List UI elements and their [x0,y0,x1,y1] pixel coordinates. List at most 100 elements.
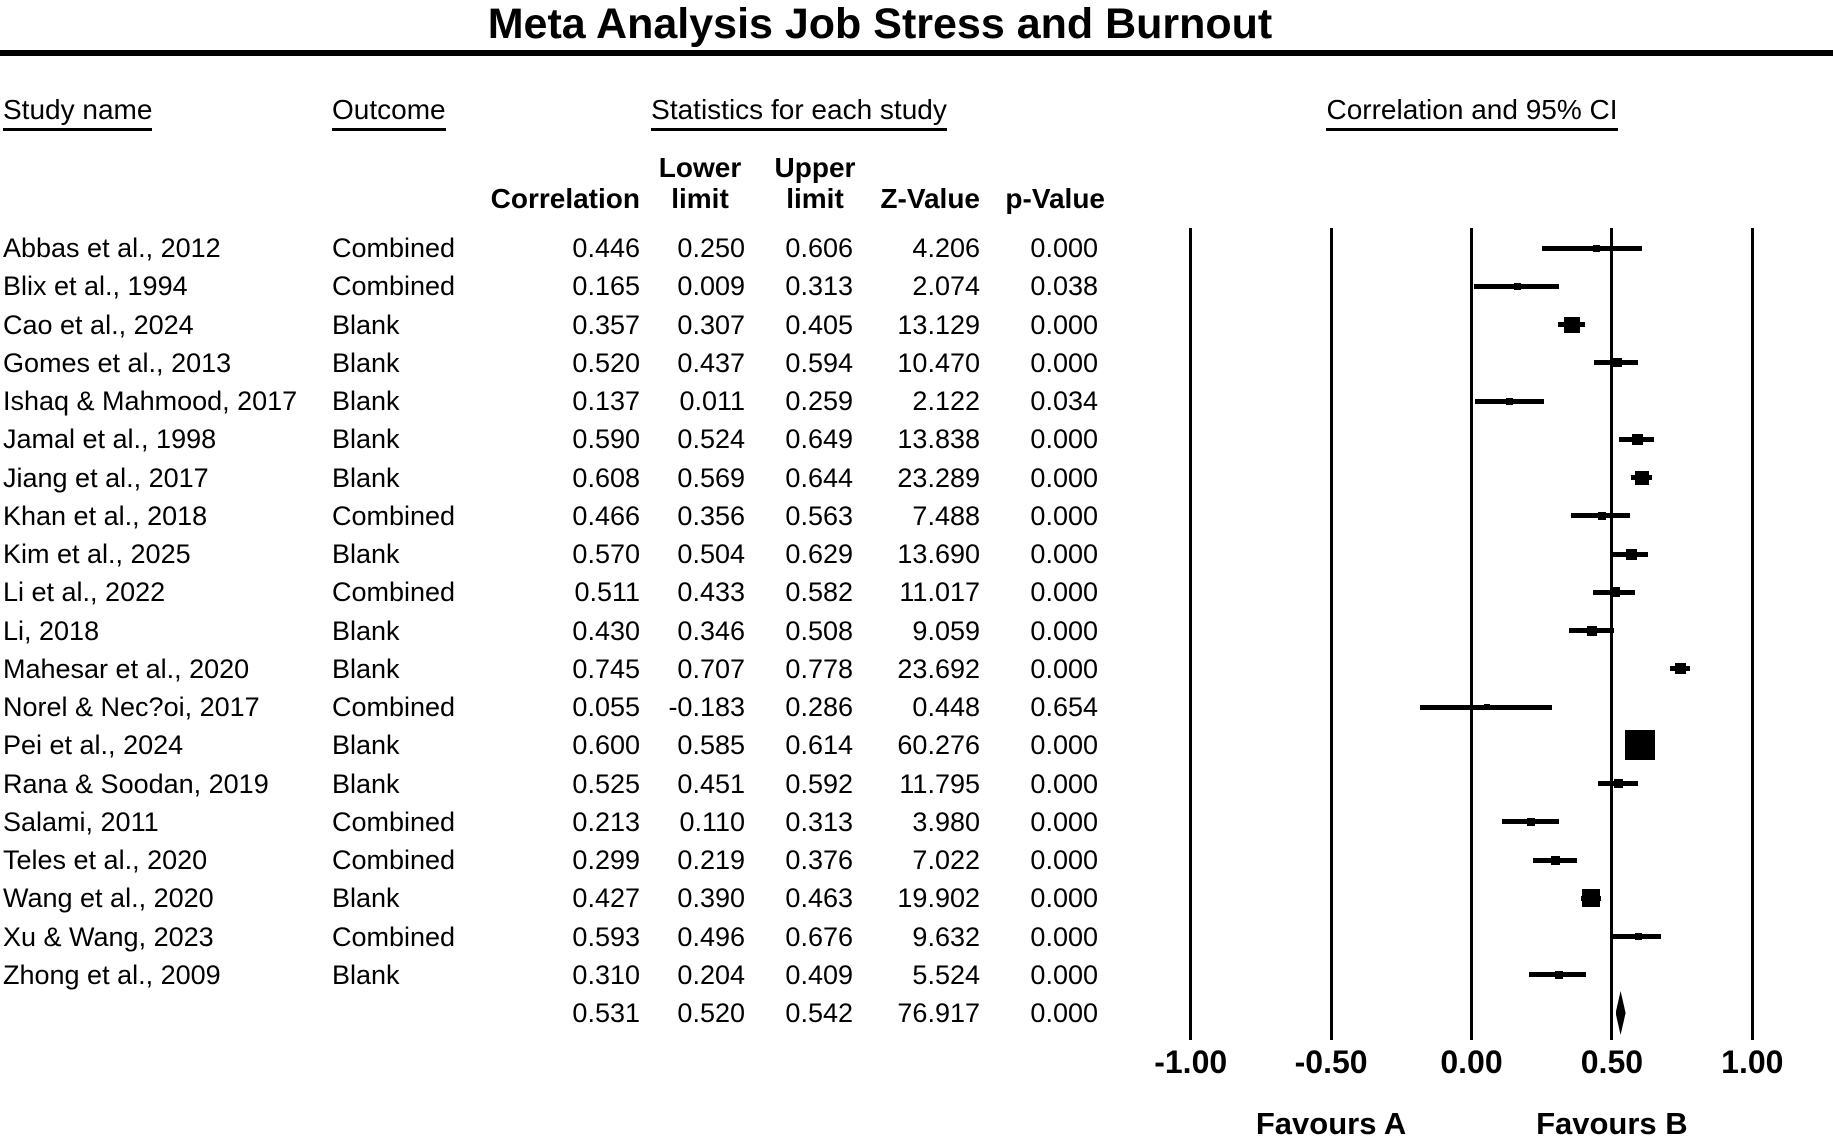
effect-square [1675,663,1687,675]
column-header-correlation-ci: Correlation and 95% CI [1222,94,1722,131]
p-value-cell: 0.000 [1030,462,1098,493]
outcome-cell: Combined [332,921,456,952]
correlation-cell: 0.590 [572,424,640,455]
lower-limit-cell: 0.009 [677,271,745,302]
p-value-cell: 0.000 [1030,577,1098,608]
outcome-cell: Blank [332,539,400,569]
column-header-study-name: Study name [3,94,153,131]
correlation-cell: 0.511 [574,577,640,608]
correlation-cell: 0.593 [572,921,640,952]
lower-limit-cell: 0.707 [677,653,745,684]
z-value-cell: 2.122 [912,386,980,416]
study-name-cell: Blix et al., 1994 [3,271,188,302]
z-value-cell: 9.059 [912,615,980,646]
study-name-cell: Abbas et al., 2012 [3,233,221,263]
correlation-cell: 0.310 [572,959,640,990]
ci-line [1541,245,1642,251]
correlation-cell: 0.427 [572,883,640,914]
z-value-cell: 3.980 [912,806,980,837]
lower-limit-cell: 0.307 [677,309,745,340]
page-title: Meta Analysis Job Stress and Burnout [487,0,1273,48]
p-value-cell: 0.000 [1030,539,1098,569]
subheader-lower: Lower [658,152,742,183]
study-name-cell: Wang et al., 2020 [3,883,214,914]
summary-diamond [1615,991,1626,1035]
correlation-cell: 0.137 [572,386,640,416]
p-value-cell: 0.000 [1030,500,1098,531]
study-name-cell: Xu & Wang, 2023 [3,921,214,952]
correlation-cell: 0.745 [572,653,640,684]
p-value-cell: 0.000 [1030,730,1098,761]
z-value-cell: 9.632 [912,921,980,952]
outcome-cell: Blank [332,653,400,684]
lower-limit-cell: 0.504 [677,539,745,569]
effect-square [1582,889,1601,908]
upper-limit-cell: 0.508 [785,615,853,646]
subheader-p-value: p-Value [1005,183,1105,214]
study-name-cell: Teles et al., 2020 [3,845,208,875]
upper-limit-cell: 0.629 [785,539,853,569]
effect-square [1613,358,1623,368]
lower-limit-cell: 0.204 [677,959,745,990]
upper-limit-cell: 0.676 [785,921,853,952]
z-value-cell: 2.074 [912,271,980,302]
z-value-cell: 10.470 [897,347,980,378]
outcome-cell: Combined [332,233,456,263]
z-value-cell: 5.524 [912,959,980,990]
p-value-cell: 0.000 [1030,845,1098,875]
favours-a-label: Favours A [1255,1106,1407,1137]
lower-limit-cell: 0.110 [679,806,745,837]
subheader-upper-limit: limit [786,183,844,214]
lower-limit-cell: 0.433 [677,577,745,608]
upper-limit-cell: 0.409 [785,959,853,990]
outcome-cell: Blank [332,347,400,378]
correlation-cell: 0.213 [572,806,640,837]
outcome-cell: Combined [332,577,456,608]
lower-limit-cell: 0.250 [677,233,745,263]
lower-limit-cell: 0.346 [677,615,745,646]
z-value-cell: 4.206 [912,233,980,263]
study-name-cell: Pei et al., 2024 [3,730,184,761]
study-name-cell: Gomes et al., 2013 [3,347,232,378]
overall-correlation-cell: 0.531 [572,998,640,1028]
study-name-cell: Zhong et al., 2009 [3,959,221,990]
outcome-cell: Blank [332,768,400,799]
z-value-cell: 7.022 [912,845,980,875]
upper-limit-cell: 0.582 [785,577,853,608]
plot-gridline [1189,228,1193,1040]
z-value-cell: 13.690 [897,539,980,569]
correlation-cell: 0.430 [572,615,640,646]
study-name-cell: Mahesar et al., 2020 [3,653,250,684]
outcome-cell: Combined [332,845,456,875]
axis-tick-label: 0.00 [1440,1044,1503,1080]
z-value-cell: 60.276 [897,730,980,761]
effect-square [1626,548,1638,560]
outcome-cell: Blank [332,883,400,914]
p-value-cell: 0.000 [1030,959,1098,990]
upper-limit-cell: 0.606 [785,233,853,263]
effect-square [1587,625,1598,636]
subheader-z-value: Z-Value [880,183,980,214]
study-name-cell: Ishaq & Mahmood, 2017 [3,386,298,416]
effect-square [1506,397,1514,405]
effect-square [1554,970,1563,979]
correlation-cell: 0.600 [572,730,640,761]
correlation-cell: 0.525 [572,768,640,799]
subheader-upper: Upper [774,152,856,183]
upper-limit-cell: 0.376 [785,845,853,875]
z-value-cell: 13.838 [897,424,980,455]
p-value-cell: 0.038 [1030,271,1098,302]
effect-square [1634,933,1642,940]
z-value-cell: 23.692 [897,653,980,684]
correlation-cell: 0.466 [572,500,640,531]
z-value-cell: 11.017 [899,577,980,608]
p-value-cell: 0.000 [1030,309,1098,340]
study-name-cell: Jamal et al., 1998 [3,424,217,455]
column-header-outcome: Outcome [332,94,446,131]
plot-gridline [1610,228,1614,1040]
outcome-cell: Combined [332,271,456,302]
study-name-cell: Li, 2018 [3,615,100,646]
upper-limit-cell: 0.649 [785,424,853,455]
correlation-cell: 0.357 [572,309,640,340]
